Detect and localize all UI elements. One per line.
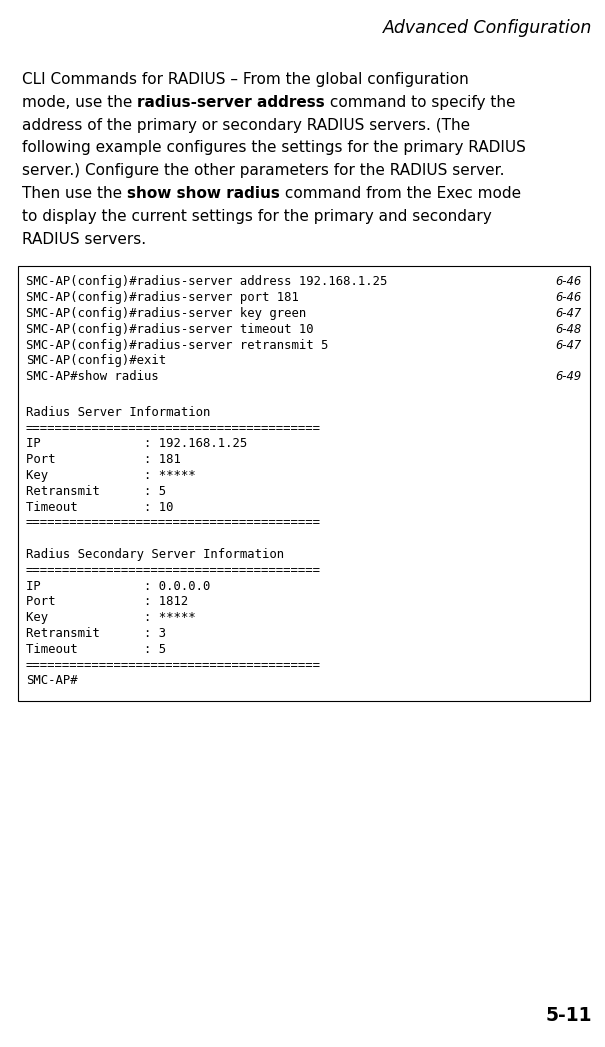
Text: Key             : *****: Key : ***** xyxy=(26,611,195,624)
Text: radius-server address: radius-server address xyxy=(137,95,325,110)
Text: command to specify the: command to specify the xyxy=(325,95,515,110)
Text: Key             : *****: Key : ***** xyxy=(26,469,195,482)
Text: SMC-AP#: SMC-AP# xyxy=(26,674,77,688)
Text: SMC-AP(config)#radius-server address 192.168.1.25: SMC-AP(config)#radius-server address 192… xyxy=(26,275,387,288)
Text: following example configures the settings for the primary RADIUS: following example configures the setting… xyxy=(22,140,526,155)
Text: Radius Secondary Server Information: Radius Secondary Server Information xyxy=(26,548,284,561)
Text: 6-49: 6-49 xyxy=(556,371,582,383)
Text: show show radius: show show radius xyxy=(127,186,280,201)
Bar xyxy=(18,266,590,701)
Text: Advanced Configuration: Advanced Configuration xyxy=(382,19,592,37)
Text: ========================================: ======================================== xyxy=(26,422,321,435)
Text: SMC-AP(config)#exit: SMC-AP(config)#exit xyxy=(26,354,166,367)
Text: Timeout         : 5: Timeout : 5 xyxy=(26,643,166,655)
Text: 6-46: 6-46 xyxy=(556,291,582,305)
Text: 6-48: 6-48 xyxy=(556,322,582,336)
Text: IP              : 0.0.0.0: IP : 0.0.0.0 xyxy=(26,580,211,593)
Text: CLI Commands for RADIUS – From the global configuration: CLI Commands for RADIUS – From the globa… xyxy=(22,72,469,87)
Text: SMC-AP(config)#radius-server key green: SMC-AP(config)#radius-server key green xyxy=(26,307,306,320)
Text: Retransmit      : 5: Retransmit : 5 xyxy=(26,485,166,497)
Text: ========================================: ======================================== xyxy=(26,516,321,530)
Text: ========================================: ======================================== xyxy=(26,659,321,671)
Text: 6-47: 6-47 xyxy=(556,307,582,320)
Text: Radius Server Information: Radius Server Information xyxy=(26,406,211,419)
Text: command from the Exec mode: command from the Exec mode xyxy=(280,186,521,201)
Text: IP              : 192.168.1.25: IP : 192.168.1.25 xyxy=(26,438,247,450)
Text: to display the current settings for the primary and secondary: to display the current settings for the … xyxy=(22,208,492,224)
Text: SMC-AP#show radius: SMC-AP#show radius xyxy=(26,371,159,383)
Text: server.) Configure the other parameters for the RADIUS server.: server.) Configure the other parameters … xyxy=(22,163,505,178)
Text: SMC-AP(config)#radius-server retransmit 5: SMC-AP(config)#radius-server retransmit … xyxy=(26,338,329,352)
Text: 6-47: 6-47 xyxy=(556,338,582,352)
Text: Port            : 181: Port : 181 xyxy=(26,453,181,466)
Text: Timeout         : 10: Timeout : 10 xyxy=(26,500,174,514)
Text: RADIUS servers.: RADIUS servers. xyxy=(22,231,146,247)
Text: 5-11: 5-11 xyxy=(546,1006,592,1025)
Text: SMC-AP(config)#radius-server port 181: SMC-AP(config)#radius-server port 181 xyxy=(26,291,299,305)
Text: Retransmit      : 3: Retransmit : 3 xyxy=(26,627,166,640)
Text: SMC-AP(config)#radius-server timeout 10: SMC-AP(config)#radius-server timeout 10 xyxy=(26,322,313,336)
Text: Port            : 1812: Port : 1812 xyxy=(26,596,188,608)
Text: address of the primary or secondary RADIUS servers. (The: address of the primary or secondary RADI… xyxy=(22,117,470,133)
Text: mode, use the: mode, use the xyxy=(22,95,137,110)
Text: ========================================: ======================================== xyxy=(26,563,321,577)
Text: Then use the: Then use the xyxy=(22,186,127,201)
Text: 6-46: 6-46 xyxy=(556,275,582,288)
